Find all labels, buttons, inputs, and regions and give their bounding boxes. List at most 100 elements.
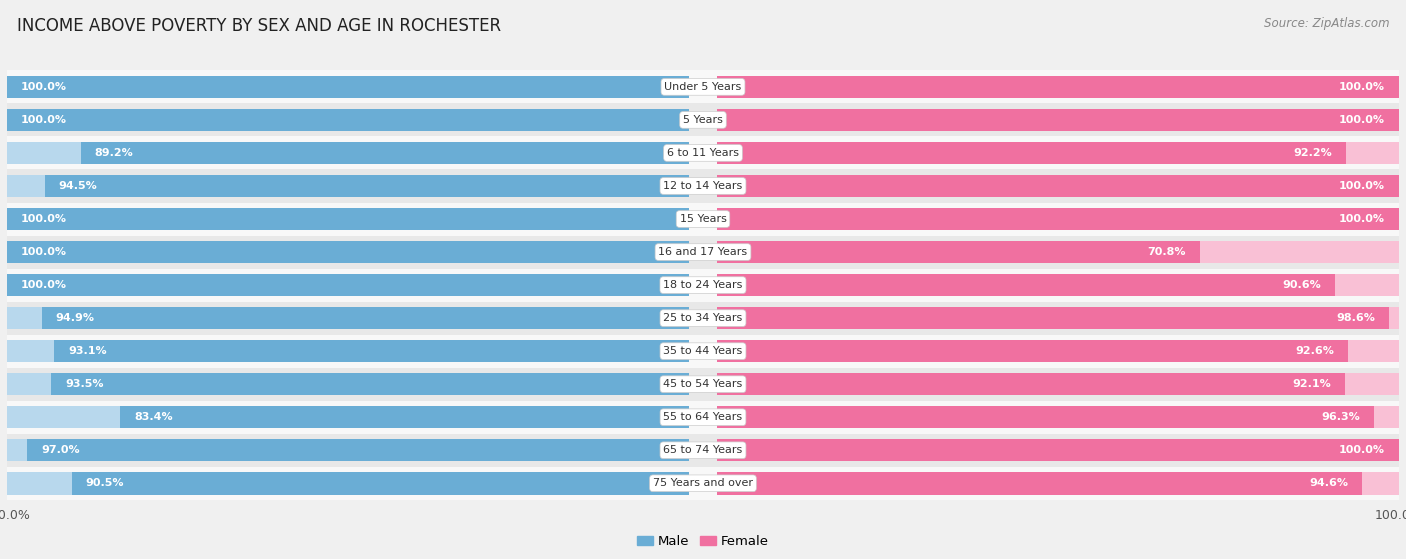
Text: 45 to 54 Years: 45 to 54 Years: [664, 379, 742, 389]
Bar: [717, 406, 1399, 428]
Text: 94.5%: 94.5%: [59, 181, 97, 191]
Bar: [80, 142, 689, 164]
Bar: [7, 208, 689, 230]
Bar: [7, 75, 689, 98]
Text: 97.0%: 97.0%: [41, 446, 80, 455]
Bar: [717, 340, 1348, 362]
Text: 100.0%: 100.0%: [1339, 82, 1385, 92]
Text: 75 Years and over: 75 Years and over: [652, 479, 754, 488]
Text: 100.0%: 100.0%: [1339, 115, 1385, 125]
Bar: [7, 208, 689, 230]
Bar: [717, 142, 1346, 164]
Bar: [7, 241, 689, 263]
Bar: [7, 274, 689, 296]
Text: 93.1%: 93.1%: [67, 346, 107, 356]
Bar: [28, 439, 689, 462]
Text: 100.0%: 100.0%: [21, 115, 67, 125]
Bar: [717, 406, 1374, 428]
Text: 35 to 44 Years: 35 to 44 Years: [664, 346, 742, 356]
Bar: [7, 406, 689, 428]
Bar: [7, 108, 689, 131]
Text: 55 to 64 Years: 55 to 64 Years: [664, 412, 742, 422]
Bar: [717, 175, 1399, 197]
Bar: [717, 208, 1399, 230]
Bar: [7, 434, 1399, 467]
Bar: [7, 75, 689, 98]
Text: 90.5%: 90.5%: [86, 479, 124, 488]
Bar: [7, 373, 689, 395]
Text: Under 5 Years: Under 5 Years: [665, 82, 741, 92]
Bar: [7, 241, 689, 263]
Text: 90.6%: 90.6%: [1282, 280, 1322, 290]
Bar: [7, 202, 1399, 235]
Bar: [7, 108, 689, 131]
Text: 100.0%: 100.0%: [1339, 181, 1385, 191]
Bar: [7, 274, 689, 296]
Text: 100.0%: 100.0%: [1339, 446, 1385, 455]
Text: 98.6%: 98.6%: [1337, 313, 1375, 323]
Text: 12 to 14 Years: 12 to 14 Years: [664, 181, 742, 191]
Text: 92.1%: 92.1%: [1292, 379, 1331, 389]
Text: 100.0%: 100.0%: [1339, 214, 1385, 224]
Bar: [717, 241, 1399, 263]
Text: 6 to 11 Years: 6 to 11 Years: [666, 148, 740, 158]
Text: 15 Years: 15 Years: [679, 214, 727, 224]
Bar: [717, 373, 1346, 395]
Bar: [7, 268, 1399, 302]
Bar: [7, 175, 689, 197]
Text: 93.5%: 93.5%: [65, 379, 104, 389]
Bar: [52, 373, 689, 395]
Bar: [7, 335, 1399, 368]
Text: 83.4%: 83.4%: [134, 412, 173, 422]
Bar: [121, 406, 689, 428]
Bar: [717, 307, 1399, 329]
Bar: [717, 208, 1399, 230]
Bar: [7, 467, 1399, 500]
Bar: [7, 302, 1399, 335]
Text: 96.3%: 96.3%: [1322, 412, 1360, 422]
Bar: [717, 439, 1399, 462]
Bar: [7, 472, 689, 495]
Legend: Male, Female: Male, Female: [631, 529, 775, 553]
Bar: [7, 70, 1399, 103]
Bar: [717, 439, 1399, 462]
Bar: [717, 175, 1399, 197]
Bar: [7, 169, 1399, 202]
Bar: [53, 340, 689, 362]
Text: 100.0%: 100.0%: [21, 82, 67, 92]
Text: 25 to 34 Years: 25 to 34 Years: [664, 313, 742, 323]
Bar: [45, 175, 689, 197]
Bar: [717, 307, 1389, 329]
Text: 5 Years: 5 Years: [683, 115, 723, 125]
Text: 92.6%: 92.6%: [1296, 346, 1334, 356]
Bar: [7, 340, 689, 362]
Bar: [717, 274, 1334, 296]
Bar: [7, 368, 1399, 401]
Bar: [7, 401, 1399, 434]
Bar: [717, 274, 1399, 296]
Bar: [717, 75, 1399, 98]
Text: 18 to 24 Years: 18 to 24 Years: [664, 280, 742, 290]
Bar: [717, 472, 1399, 495]
Text: 70.8%: 70.8%: [1147, 247, 1185, 257]
Bar: [717, 142, 1399, 164]
Text: 100.0%: 100.0%: [21, 247, 67, 257]
Bar: [7, 235, 1399, 268]
Text: INCOME ABOVE POVERTY BY SEX AND AGE IN ROCHESTER: INCOME ABOVE POVERTY BY SEX AND AGE IN R…: [17, 17, 501, 35]
Text: 100.0%: 100.0%: [21, 214, 67, 224]
Bar: [717, 241, 1199, 263]
Text: 65 to 74 Years: 65 to 74 Years: [664, 446, 742, 455]
Text: 92.2%: 92.2%: [1294, 148, 1331, 158]
Bar: [7, 307, 689, 329]
Text: 94.9%: 94.9%: [56, 313, 94, 323]
Bar: [717, 373, 1399, 395]
Bar: [7, 103, 1399, 136]
Bar: [717, 108, 1399, 131]
Bar: [717, 472, 1362, 495]
Bar: [7, 142, 689, 164]
Bar: [717, 108, 1399, 131]
Text: 100.0%: 100.0%: [21, 280, 67, 290]
Bar: [7, 439, 689, 462]
Bar: [7, 136, 1399, 169]
Bar: [717, 75, 1399, 98]
